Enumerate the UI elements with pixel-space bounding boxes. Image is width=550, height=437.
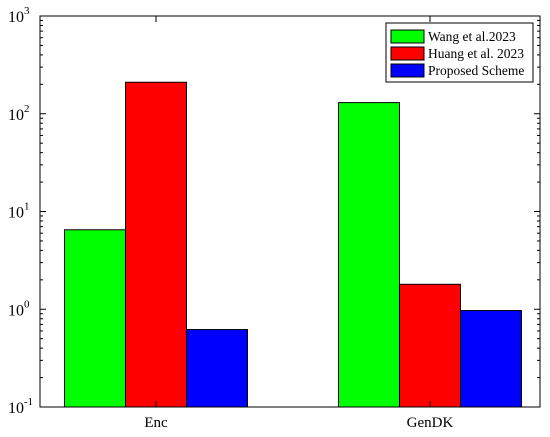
bar-gendk-series-3 [460,310,522,408]
y-tick-label: 101 [8,201,30,222]
y-tick-label-exponent: 1 [24,201,30,213]
bar-enc-series-2 [125,81,187,408]
x-category-label: GenDK [407,415,454,431]
legend-label: Huang et al. 2023 [428,46,524,61]
legend-swatch [390,29,425,44]
bar-gendk-series-1 [338,102,400,408]
plot-frame [39,15,541,408]
y-tick-label-base: 10 [8,107,24,124]
x-category-label: Enc [144,415,168,431]
legend-swatch [390,46,425,61]
y-tick-label-exponent: -1 [24,396,33,408]
x-axis-ticks: Enc GenDK [144,16,453,431]
y-tick-label-exponent: 3 [24,5,30,17]
bar-enc-series-3 [186,329,248,408]
y-tick-label: 102 [8,103,30,124]
y-tick-label: 103 [8,5,30,26]
y-tick-label-exponent: 0 [24,298,30,310]
y-tick-label-base: 10 [8,205,24,222]
y-tick-label-base: 10 [8,302,24,319]
y-tick-label: 100 [8,298,30,319]
legend-swatch [390,63,425,78]
legend-label: Proposed Scheme [428,63,524,78]
legend: Wang et al.2023 Huang et al. 2023 Proposed… [385,22,534,83]
y-tick-label-base: 10 [8,400,24,417]
bar-enc-series-1 [64,229,126,408]
y-tick-label: 10-1 [8,396,33,417]
bar-gendk-series-2 [399,283,461,408]
legend-label: Wang et al.2023 [428,29,516,44]
y-tick-label-base: 10 [8,9,24,26]
y-tick-label-exponent: 2 [24,103,30,115]
bars [64,81,522,408]
